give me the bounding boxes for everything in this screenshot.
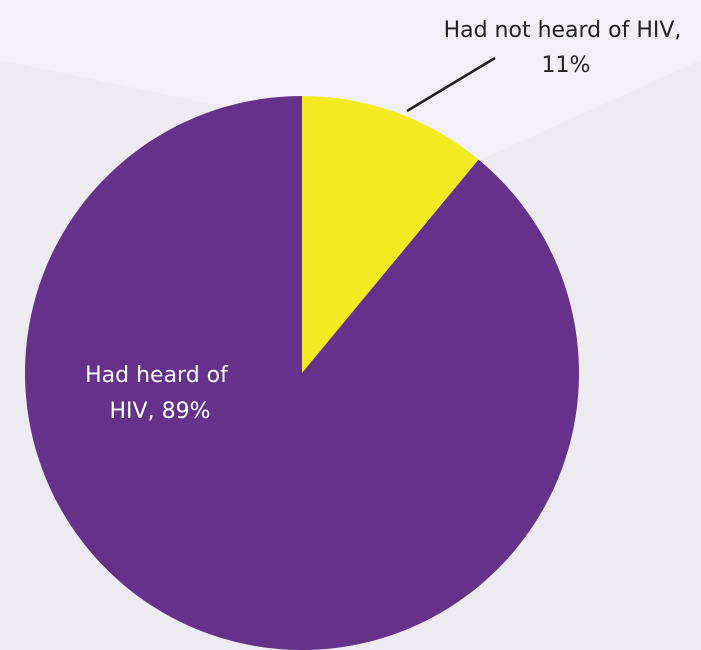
slice-label-heard-line-1: Had heard of (85, 363, 229, 388)
slice-label-heard: Had heard of HIV, 89% (85, 363, 235, 424)
slice-label-not-heard-line-1: Had not heard of HIV, (444, 18, 682, 43)
slice-label-not-heard: Had not heard of HIV, 11% (444, 18, 689, 78)
pie-slice-not-heard (302, 96, 479, 373)
background-band (0, 0, 701, 160)
pie-slice-heard (25, 96, 579, 650)
slice-label-not-heard-line-2: 11% (542, 53, 591, 78)
pie-slices (25, 96, 579, 650)
slice-label-heard-line-2: HIV, 89% (110, 399, 211, 424)
slice-label-leader-line (406, 56, 496, 113)
